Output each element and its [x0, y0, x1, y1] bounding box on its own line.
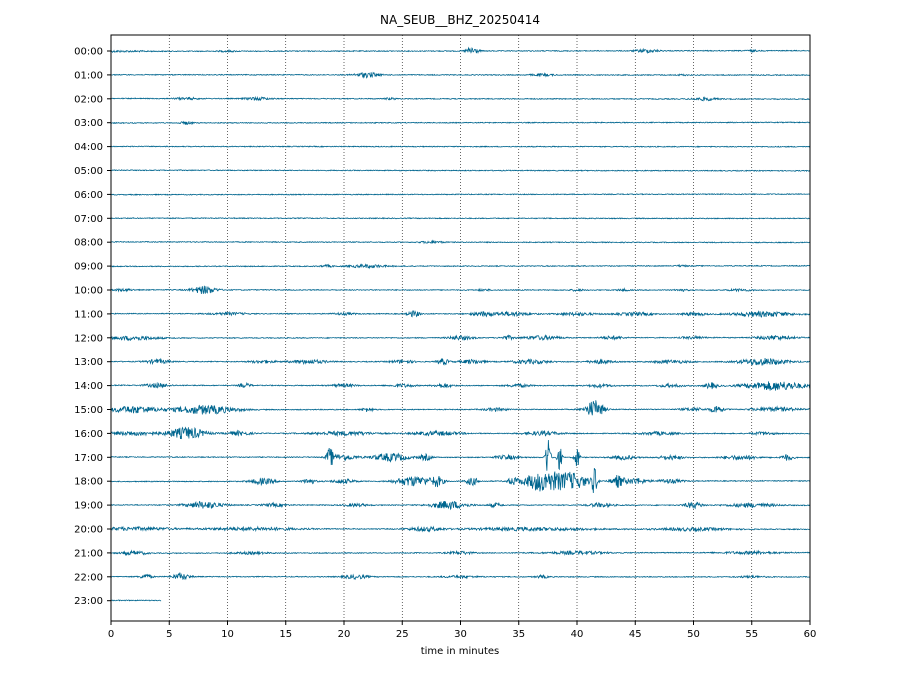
trace-row-0700 — [110, 217, 811, 220]
y-tick-label: 13:00 — [74, 357, 103, 368]
y-tick-label: 06:00 — [74, 190, 103, 201]
x-tick-label: 35 — [512, 629, 525, 640]
x-axis: 0 5 10 15 20 25 30 35 40 45 50 55 60 — [108, 621, 817, 640]
trace-row-0800 — [110, 239, 811, 245]
x-axis-label: time in minutes — [421, 646, 500, 657]
x-tick-label: 20 — [338, 629, 351, 640]
y-tick-label: 05:00 — [74, 166, 103, 177]
x-tick-label: 60 — [804, 629, 817, 640]
trace-row-0100 — [110, 71, 811, 79]
x-tick-label: 0 — [108, 629, 114, 640]
x-tick-label: 5 — [166, 629, 172, 640]
y-tick-label: 00:00 — [74, 47, 103, 58]
y-tick-label: 10:00 — [74, 286, 103, 297]
x-tick-label: 55 — [745, 629, 758, 640]
trace-row-0000 — [110, 46, 811, 54]
trace-row-2000 — [110, 525, 811, 533]
y-tick-label: 15:00 — [74, 405, 103, 416]
trace-row-1200 — [110, 334, 811, 342]
x-tick-label: 50 — [687, 629, 700, 640]
x-tick-label: 10 — [221, 629, 234, 640]
trace-row-0900 — [110, 263, 811, 270]
trace-row-1000 — [110, 285, 811, 295]
trace-row-0500 — [110, 169, 811, 172]
x-tick-label: 25 — [396, 629, 409, 640]
y-tick-label: 17:00 — [74, 453, 103, 464]
y-tick-label: 14:00 — [74, 381, 103, 392]
y-tick-label: 23:00 — [74, 596, 103, 607]
y-tick-label: 08:00 — [74, 238, 103, 249]
y-tick-label: 18:00 — [74, 477, 103, 488]
trace-row-2100 — [110, 549, 811, 557]
x-tick-label: 30 — [454, 629, 467, 640]
chart-title: NA_SEUB__BHZ_20250414 — [380, 13, 540, 27]
y-tick-label: 09:00 — [74, 262, 103, 273]
y-tick-label: 21:00 — [74, 548, 103, 559]
trace-row-1100 — [110, 309, 811, 318]
traces — [110, 46, 811, 602]
trace-row-0600 — [110, 193, 811, 196]
y-tick-label: 22:00 — [74, 572, 103, 583]
trace-row-1800 — [110, 468, 811, 493]
x-tick-label: 40 — [571, 629, 584, 640]
trace-row-0200 — [110, 95, 811, 102]
y-tick-label: 02:00 — [74, 94, 103, 105]
trace-row-2200 — [110, 571, 811, 581]
trace-row-1400 — [110, 381, 811, 391]
y-tick-label: 04:00 — [74, 142, 103, 153]
trace-row-0400 — [110, 145, 811, 148]
y-tick-label: 03:00 — [74, 118, 103, 129]
trace-row-1600 — [110, 426, 811, 440]
y-tick-label: 12:00 — [74, 333, 103, 344]
trace-row-0300 — [110, 120, 811, 126]
x-tick-label: 45 — [629, 629, 642, 640]
y-tick-label: 01:00 — [74, 70, 103, 81]
trace-row-2300 — [110, 599, 162, 602]
y-axis: 00:00 01:00 02:00 03:00 04:00 05:00 06:00 07:00… — [74, 47, 111, 607]
y-tick-label: 20:00 — [74, 525, 103, 536]
x-tick-label: 15 — [279, 629, 292, 640]
y-tick-label: 19:00 — [74, 501, 103, 512]
y-tick-label: 11:00 — [74, 309, 103, 320]
trace-row-1900 — [110, 500, 811, 511]
trace-row-1700 — [110, 440, 811, 471]
y-tick-label: 07:00 — [74, 214, 103, 225]
y-tick-label: 16:00 — [74, 429, 103, 440]
trace-row-1300 — [110, 357, 811, 366]
trace-row-1500 — [110, 400, 811, 416]
